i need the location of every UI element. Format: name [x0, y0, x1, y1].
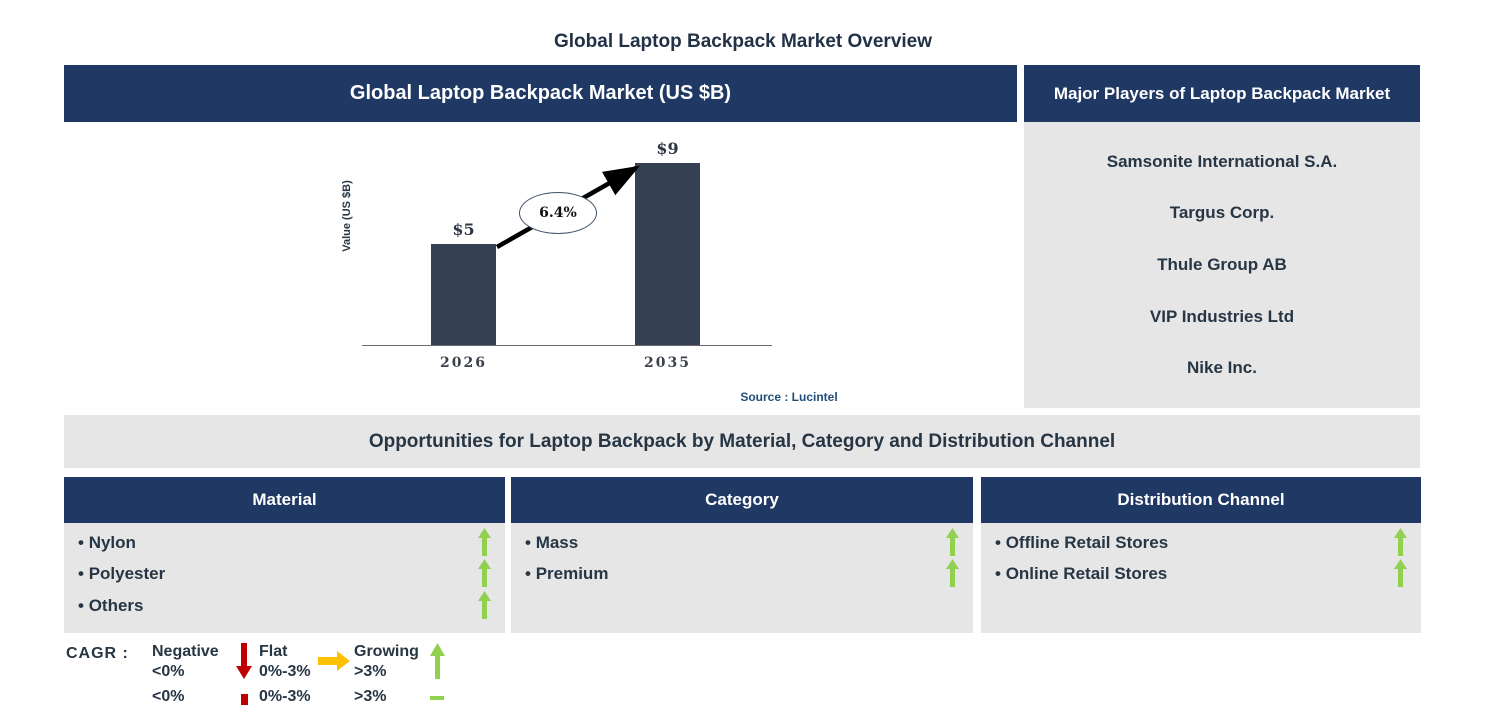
clipped-range-text: >3%: [354, 688, 387, 705]
list-item: Offline Retail Stores: [995, 528, 1411, 556]
bar-2035: [635, 163, 700, 345]
company-name: Thule Group AB: [1157, 254, 1287, 274]
growing-up-arrow-icon: [478, 591, 491, 624]
material-column-body: Nylon Polyester Others: [64, 523, 505, 633]
list-item: Others: [78, 591, 495, 619]
legend-entry-name: Flat: [259, 643, 288, 660]
category-item-label: Mass: [525, 533, 579, 553]
distribution-column-header: Distribution Channel: [981, 477, 1421, 523]
opportunities-title-band: Opportunities for Laptop Backpack by Mat…: [64, 415, 1420, 468]
clipped-range-text: <0%: [152, 688, 185, 705]
x-tick-2035: 2035: [644, 355, 691, 371]
x-tick-2026: 2026: [440, 355, 487, 371]
material-item-label: Nylon: [78, 533, 136, 553]
list-item: Mass: [525, 528, 963, 556]
category-item-label: Premium: [525, 564, 609, 584]
cagr-annotation-oval: 6.4%: [519, 192, 597, 234]
legend-entry-name: Growing: [354, 643, 419, 660]
material-item-label: Others: [78, 596, 144, 616]
cagr-legend: CAGR : Negative <0% Flat 0%-3% Growing >…: [64, 642, 524, 684]
legend-entry-range: >3%: [354, 663, 387, 680]
list-item: Online Retail Stores: [995, 559, 1411, 587]
legend-entry-range: 0%-3%: [259, 663, 311, 680]
growing-up-arrow-icon: [1394, 528, 1407, 561]
page-title: Global Laptop Backpack Market Overview: [553, 31, 933, 52]
legend-entry-negative: Negative <0%: [152, 642, 219, 682]
clipped-green-arrow-fragment: [430, 696, 444, 700]
cagr-legend-label: CAGR :: [66, 645, 129, 662]
bar-value-label: $5: [452, 220, 475, 239]
growing-up-arrow-icon: [946, 528, 959, 561]
legend-entry-growing: Growing >3%: [354, 642, 419, 682]
company-name: VIP Industries Ltd: [1149, 306, 1295, 326]
legend-entry-name: Negative: [152, 643, 219, 660]
category-column-header: Category: [511, 477, 973, 523]
bar-2026: [431, 244, 496, 345]
distribution-item-label: Offline Retail Stores: [995, 533, 1168, 553]
growing-up-arrow-icon: [478, 528, 491, 561]
category-column-body: Mass Premium: [511, 523, 973, 633]
growth-trend-arrow: [495, 165, 640, 249]
company-name: Nike Inc.: [1187, 358, 1257, 378]
clipped-legend-repeat-row: <0% 0%-3% >3%: [64, 688, 524, 705]
list-item: Nylon: [78, 528, 495, 556]
material-column-header: Material: [64, 477, 505, 523]
major-players-panel-header: Major Players of Laptop Backpack Market: [1024, 65, 1420, 122]
clipped-red-arrow-fragment: [241, 694, 248, 705]
major-players-list: Samsonite International S.A. Targus Corp…: [1024, 122, 1420, 408]
growing-up-arrow-icon: [430, 643, 445, 684]
bar-value-label: $9: [656, 139, 679, 158]
legend-entry-range: <0%: [152, 663, 185, 680]
company-name: Samsonite International S.A.: [1106, 151, 1338, 171]
list-item: Polyester: [78, 559, 495, 587]
source-attribution: Source : Lucintel: [740, 390, 838, 404]
clipped-range-text: 0%-3%: [259, 688, 311, 705]
growing-up-arrow-icon: [1394, 559, 1407, 592]
company-name: Targus Corp.: [1169, 203, 1275, 223]
x-axis-line: [362, 345, 772, 346]
market-bar-chart: Value (US $B) $5 $9 6.4% 2026 2035 Sourc…: [64, 122, 1017, 408]
material-item-label: Polyester: [78, 564, 166, 584]
market-chart-panel-header: Global Laptop Backpack Market (US $B): [64, 65, 1017, 122]
list-item: Premium: [525, 559, 963, 587]
negative-down-arrow-icon: [236, 643, 252, 684]
flat-right-arrow-icon: [318, 651, 350, 676]
growing-up-arrow-icon: [478, 559, 491, 592]
distribution-column-body: Offline Retail Stores Online Retail Stor…: [981, 523, 1421, 633]
distribution-item-label: Online Retail Stores: [995, 564, 1168, 584]
growing-up-arrow-icon: [946, 559, 959, 592]
legend-entry-flat: Flat 0%-3%: [259, 642, 311, 682]
